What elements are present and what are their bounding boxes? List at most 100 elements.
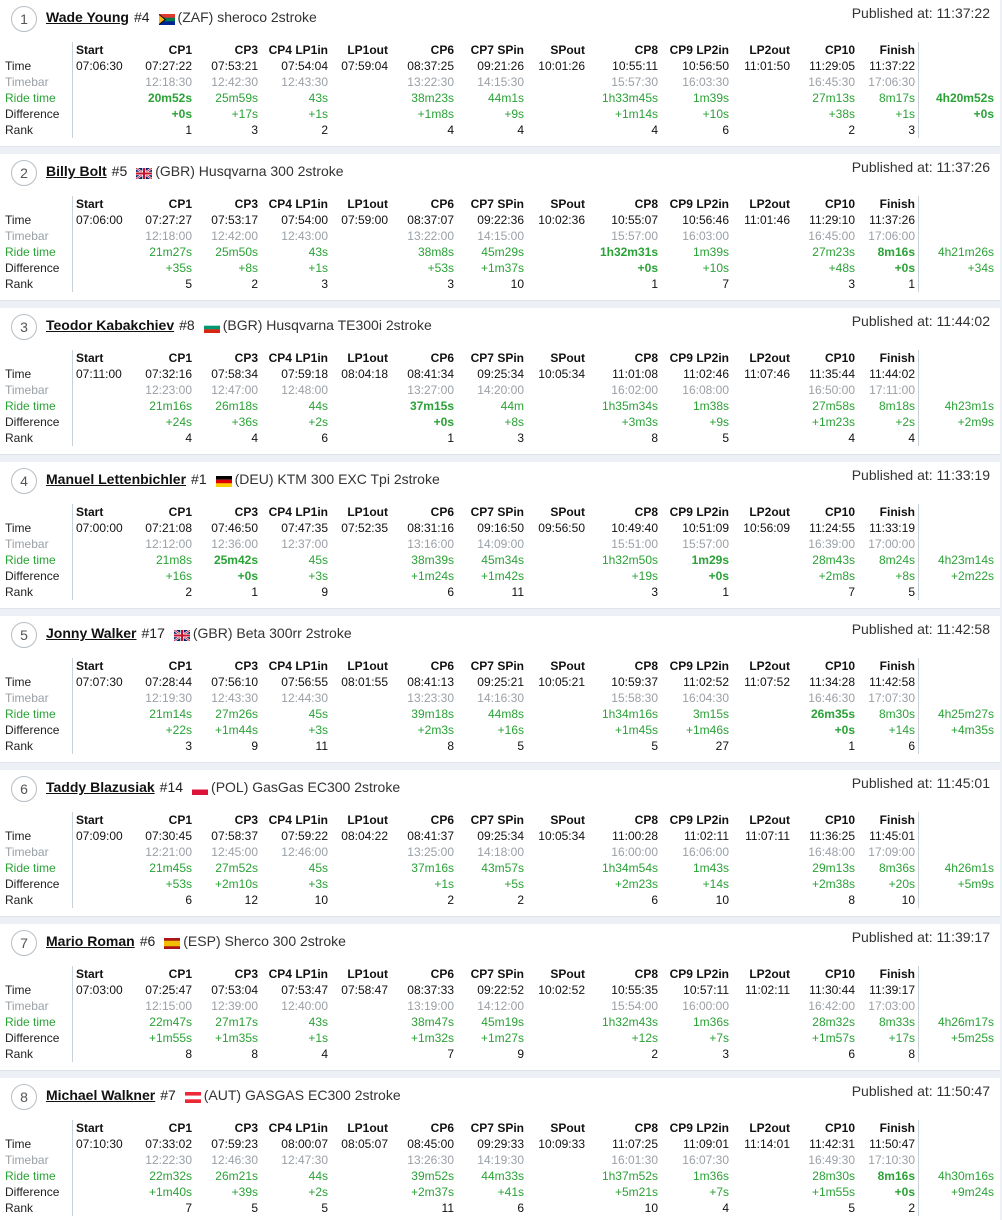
checkpoint-column: CP7 SPin 09:25:34 14:18:00 43m57s +5s 2 xyxy=(471,812,524,908)
published-time: Published at: 11:33:19 xyxy=(851,467,990,483)
timebar-cell: 16:08:00 xyxy=(682,383,729,397)
rider-name-link[interactable]: Manuel Lettenbichler xyxy=(46,471,187,487)
column-header: Start xyxy=(76,967,104,981)
ride-time-cell: 8m30s xyxy=(878,707,915,721)
time-cell: 07:46:50 xyxy=(211,521,258,535)
row-labels: Time Timebar Ride time Difference Rank xyxy=(5,58,59,138)
row-labels: Time Timebar Ride time Difference Rank xyxy=(5,366,59,446)
bib-number: #1 xyxy=(191,471,207,487)
published-time: Published at: 11:44:02 xyxy=(851,313,990,329)
position-badge: 8 xyxy=(11,1084,37,1110)
column-header: SPout xyxy=(550,197,585,211)
difference-cell: +17s xyxy=(888,1031,915,1045)
total-column: 4h26m17s +5m25s xyxy=(938,1014,994,1046)
timebar-cell: 14:15:30 xyxy=(477,75,524,89)
rider-name-link[interactable]: Taddy Blazusiak xyxy=(46,779,155,795)
time-cell: 07:11:00 xyxy=(76,367,122,381)
rank-cell: 4 xyxy=(651,123,658,137)
rider-name-link[interactable]: Michael Walkner xyxy=(46,1087,156,1103)
difference-cell: +1s xyxy=(895,107,915,121)
total-column: 4h23m1s +2m9s xyxy=(945,398,994,430)
time-cell: 07:03:00 xyxy=(76,983,123,997)
time-cell: 11:02:46 xyxy=(683,367,729,381)
checkpoint-column: Start 07:06:00 xyxy=(76,196,123,228)
column-header: Finish xyxy=(879,505,915,519)
bib-number: #8 xyxy=(179,317,195,333)
column-header: CP9 LP2in xyxy=(669,43,729,57)
timebar-cell: 16:45:00 xyxy=(808,229,855,243)
time-cell: 11:02:11 xyxy=(745,983,790,997)
time-cell: 09:22:36 xyxy=(477,213,524,227)
difference-cell: +41s xyxy=(497,1185,524,1199)
time-cell: 10:56:50 xyxy=(682,59,729,73)
time-cell: 07:06:30 xyxy=(76,59,123,73)
time-cell: 07:21:08 xyxy=(145,521,192,535)
rider-name-link[interactable]: Billy Bolt xyxy=(46,163,107,179)
row-labels: Time Timebar Ride time Difference Rank xyxy=(5,520,59,600)
difference-cell: +1s xyxy=(434,877,454,891)
rank-cell: 5 xyxy=(651,739,658,753)
total-difference: +9m24s xyxy=(950,1185,994,1199)
time-cell: 07:06:00 xyxy=(76,213,123,227)
column-header: CP10 xyxy=(824,659,855,673)
checkpoint-column: SPout 10:05:34 xyxy=(538,812,585,844)
time-cell: 07:59:00 xyxy=(341,213,388,227)
time-cell: 08:41:34 xyxy=(407,367,454,381)
rank-cell: 11 xyxy=(315,739,328,753)
ride-time-cell: 1m29s xyxy=(691,553,729,567)
difference-cell: +2s xyxy=(308,1185,328,1199)
ride-time-cell: 1h34m54s xyxy=(601,861,658,875)
difference-cell: +39s xyxy=(231,1185,258,1199)
ride-time-cell: 1h34m16s xyxy=(601,707,658,721)
checkpoint-column: CP6 08:41:34 13:27:00 37m15s +0s 1 xyxy=(407,350,454,446)
column-header: CP3 xyxy=(234,967,258,981)
timebar-cell: 12:46:00 xyxy=(281,845,328,859)
time-cell: 07:56:10 xyxy=(211,675,258,689)
checkpoint-column: LP1out 07:59:04 xyxy=(341,42,388,74)
column-divider xyxy=(72,42,73,138)
difference-cell: +1m8s xyxy=(417,107,454,121)
ride-time-cell: 44m8s xyxy=(487,707,524,721)
column-divider xyxy=(72,196,73,292)
column-header: SPout xyxy=(550,351,585,365)
column-header: CP6 xyxy=(430,505,454,519)
column-header: CP8 xyxy=(634,1121,658,1135)
rank-cell: 12 xyxy=(244,893,258,907)
label-time: Time xyxy=(5,1137,32,1151)
checkpoint-column: SPout 10:02:52 xyxy=(538,966,585,998)
column-header: Finish xyxy=(879,197,915,211)
rank-cell: 1 xyxy=(447,431,454,445)
timebar-cell: 12:18:00 xyxy=(145,229,192,243)
rank-cell: 1 xyxy=(651,277,658,291)
difference-cell: +10s xyxy=(702,261,729,275)
time-cell: 07:59:18 xyxy=(281,367,328,381)
total-ride-time: 4h20m52s xyxy=(935,91,994,105)
checkpoint-column: CP1 07:30:45 12:21:00 21m45s +53s 6 xyxy=(145,812,192,908)
timebar-cell: 13:22:00 xyxy=(407,229,454,243)
time-cell: 07:58:47 xyxy=(341,983,388,997)
checkpoint-column: CP7 SPin 09:29:33 14:19:30 44m33s +41s 6 xyxy=(471,1120,524,1216)
column-header: CP1 xyxy=(168,197,192,211)
germany-flag-icon xyxy=(215,474,232,487)
checkpoint-column: CP8 10:59:37 15:58:30 1h34m16s +1m45s 5 xyxy=(602,658,658,754)
checkpoint-column: CP10 11:29:10 16:45:00 27m23s +48s 3 xyxy=(808,196,855,292)
rank-cell: 5 xyxy=(321,1201,328,1215)
difference-cell: +14s xyxy=(702,877,729,891)
rider-name-link[interactable]: Wade Young xyxy=(46,9,129,25)
time-cell: 11:50:47 xyxy=(869,1137,915,1151)
column-header: CP8 xyxy=(634,197,658,211)
checkpoint-column: CP7 SPin 09:21:26 14:15:30 44m1s +9s 4 xyxy=(471,42,524,138)
time-cell: 07:54:00 xyxy=(281,213,328,227)
rider-name-link[interactable]: Mario Roman xyxy=(46,933,135,949)
checkpoint-column: CP4 LP1in 07:53:47 12:40:00 43s +1s 4 xyxy=(269,966,328,1062)
checkpoint-column: Finish 11:42:58 17:07:30 8m30s +14s 6 xyxy=(868,658,915,754)
rider-name-link[interactable]: Teodor Kabakchiev xyxy=(46,317,175,333)
column-header: CP3 xyxy=(234,43,258,57)
checkpoint-column: CP8 10:49:40 15:51:00 1h32m50s +19s 3 xyxy=(602,504,658,600)
checkpoint-column: LP2out 10:56:09 xyxy=(743,504,790,536)
checkpoint-column: CP6 08:41:13 13:23:30 39m18s +2m3s 8 xyxy=(407,658,454,754)
difference-cell: +1m46s xyxy=(685,723,729,737)
checkpoint-column: SPout 10:05:21 xyxy=(538,658,585,690)
rider-name-link[interactable]: Jonny Walker xyxy=(46,625,137,641)
column-header: LP1out xyxy=(347,43,388,57)
